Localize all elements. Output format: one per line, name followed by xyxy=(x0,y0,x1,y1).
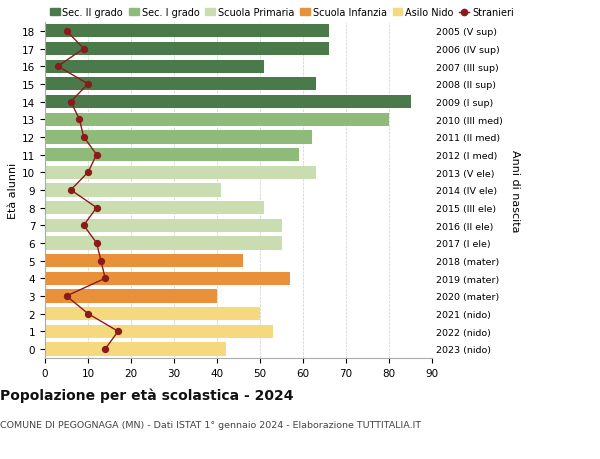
Bar xyxy=(45,25,329,39)
Bar xyxy=(45,237,281,250)
Point xyxy=(92,151,101,159)
Point xyxy=(62,28,71,35)
Bar xyxy=(45,202,265,215)
Point xyxy=(79,222,89,230)
Bar xyxy=(45,61,265,73)
Point xyxy=(100,346,110,353)
Bar xyxy=(45,113,389,127)
Y-axis label: Anni di nascita: Anni di nascita xyxy=(510,149,520,232)
Bar xyxy=(45,95,410,109)
Text: Popolazione per età scolastica - 2024: Popolazione per età scolastica - 2024 xyxy=(0,388,293,403)
Point xyxy=(100,275,110,282)
Bar xyxy=(45,272,290,285)
Point xyxy=(92,240,101,247)
Bar xyxy=(45,43,329,56)
Bar xyxy=(45,308,260,320)
Point xyxy=(53,63,63,71)
Point xyxy=(96,257,106,265)
Bar xyxy=(45,166,316,179)
Bar xyxy=(45,325,273,338)
Bar xyxy=(45,254,243,268)
Point xyxy=(66,187,76,194)
Bar xyxy=(45,290,217,303)
Point xyxy=(79,46,89,53)
Legend: Sec. II grado, Sec. I grado, Scuola Primaria, Scuola Infanzia, Asilo Nido, Stran: Sec. II grado, Sec. I grado, Scuola Prim… xyxy=(50,8,514,18)
Point xyxy=(79,134,89,141)
Point xyxy=(74,116,84,123)
Point xyxy=(62,293,71,300)
Point xyxy=(92,204,101,212)
Text: COMUNE DI PEGOGNAGA (MN) - Dati ISTAT 1° gennaio 2024 - Elaborazione TUTTITALIA.: COMUNE DI PEGOGNAGA (MN) - Dati ISTAT 1°… xyxy=(0,420,421,429)
Point xyxy=(113,328,123,335)
Point xyxy=(83,81,93,88)
Point xyxy=(83,310,93,318)
Y-axis label: Età alunni: Età alunni xyxy=(8,162,18,218)
Bar xyxy=(45,149,299,162)
Bar xyxy=(45,131,311,144)
Bar xyxy=(45,342,226,356)
Bar xyxy=(45,184,221,197)
Point xyxy=(66,99,76,106)
Bar xyxy=(45,78,316,91)
Bar xyxy=(45,219,281,232)
Point xyxy=(83,169,93,177)
